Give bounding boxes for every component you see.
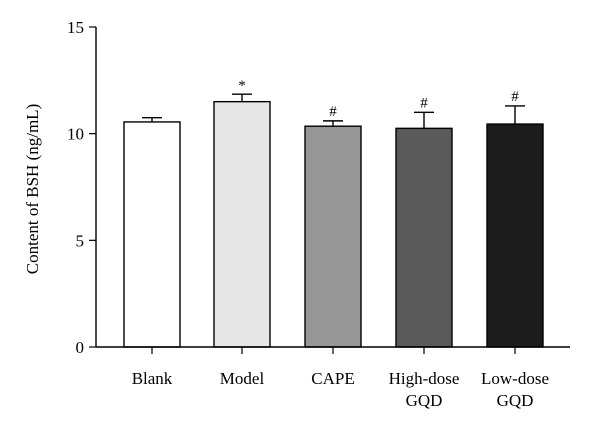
bar [213,100,271,348]
bar [486,123,544,348]
significance-marker: * [238,78,246,94]
x-tick-label: Low-dose [481,369,549,388]
y-tick-label: 5 [76,231,85,250]
x-tick-label: CAPE [311,369,354,388]
x-tick-label: GQD [406,391,443,410]
y-tick-label: 10 [67,125,84,144]
x-tick-label: Blank [132,369,173,388]
x-tick-label: Model [220,369,265,388]
bars: * # # # [123,78,544,348]
bar [395,127,453,348]
y-axis: 0 5 10 15 [67,18,97,357]
x-axis: Blank Model CAPE High-dose GQD Low-dose GQD [96,346,570,410]
x-tick-label: GQD [497,391,534,410]
significance-marker: # [420,95,428,111]
y-axis-label: Content of BSH (ng/mL) [23,104,42,274]
significance-marker: # [511,89,519,105]
significance-marker: # [329,104,337,120]
y-tick-label: 0 [76,338,85,357]
x-tick-label: High-dose [389,369,460,388]
bar [123,121,181,348]
bar [304,125,362,348]
y-tick-label: 15 [67,18,84,37]
